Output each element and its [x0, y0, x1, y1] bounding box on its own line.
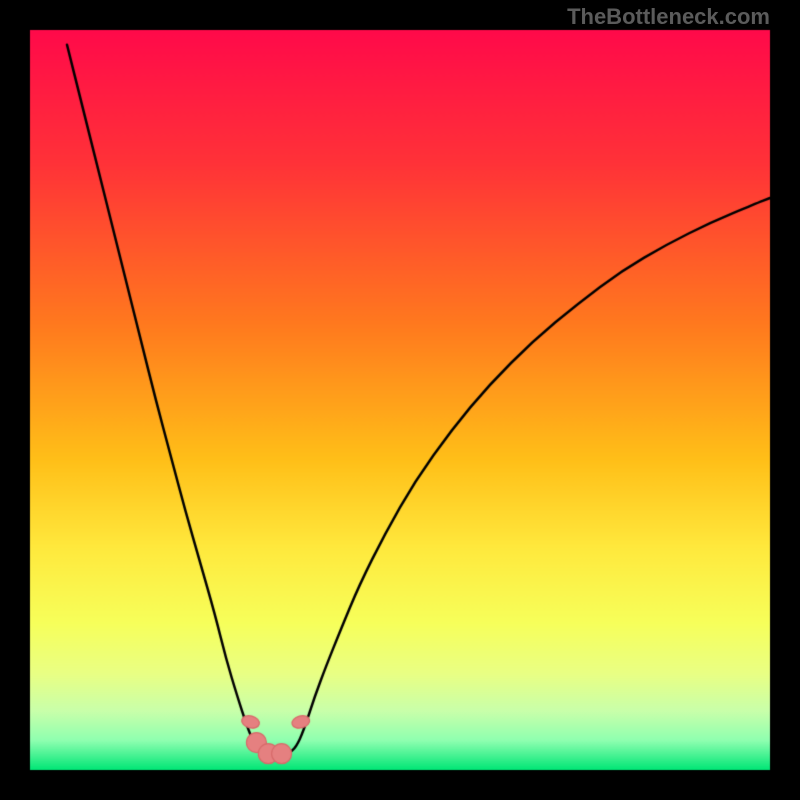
- watermark-text: TheBottleneck.com: [567, 4, 770, 30]
- chart-container: TheBottleneck.com: [0, 0, 800, 800]
- bottleneck-chart-canvas: [0, 0, 800, 800]
